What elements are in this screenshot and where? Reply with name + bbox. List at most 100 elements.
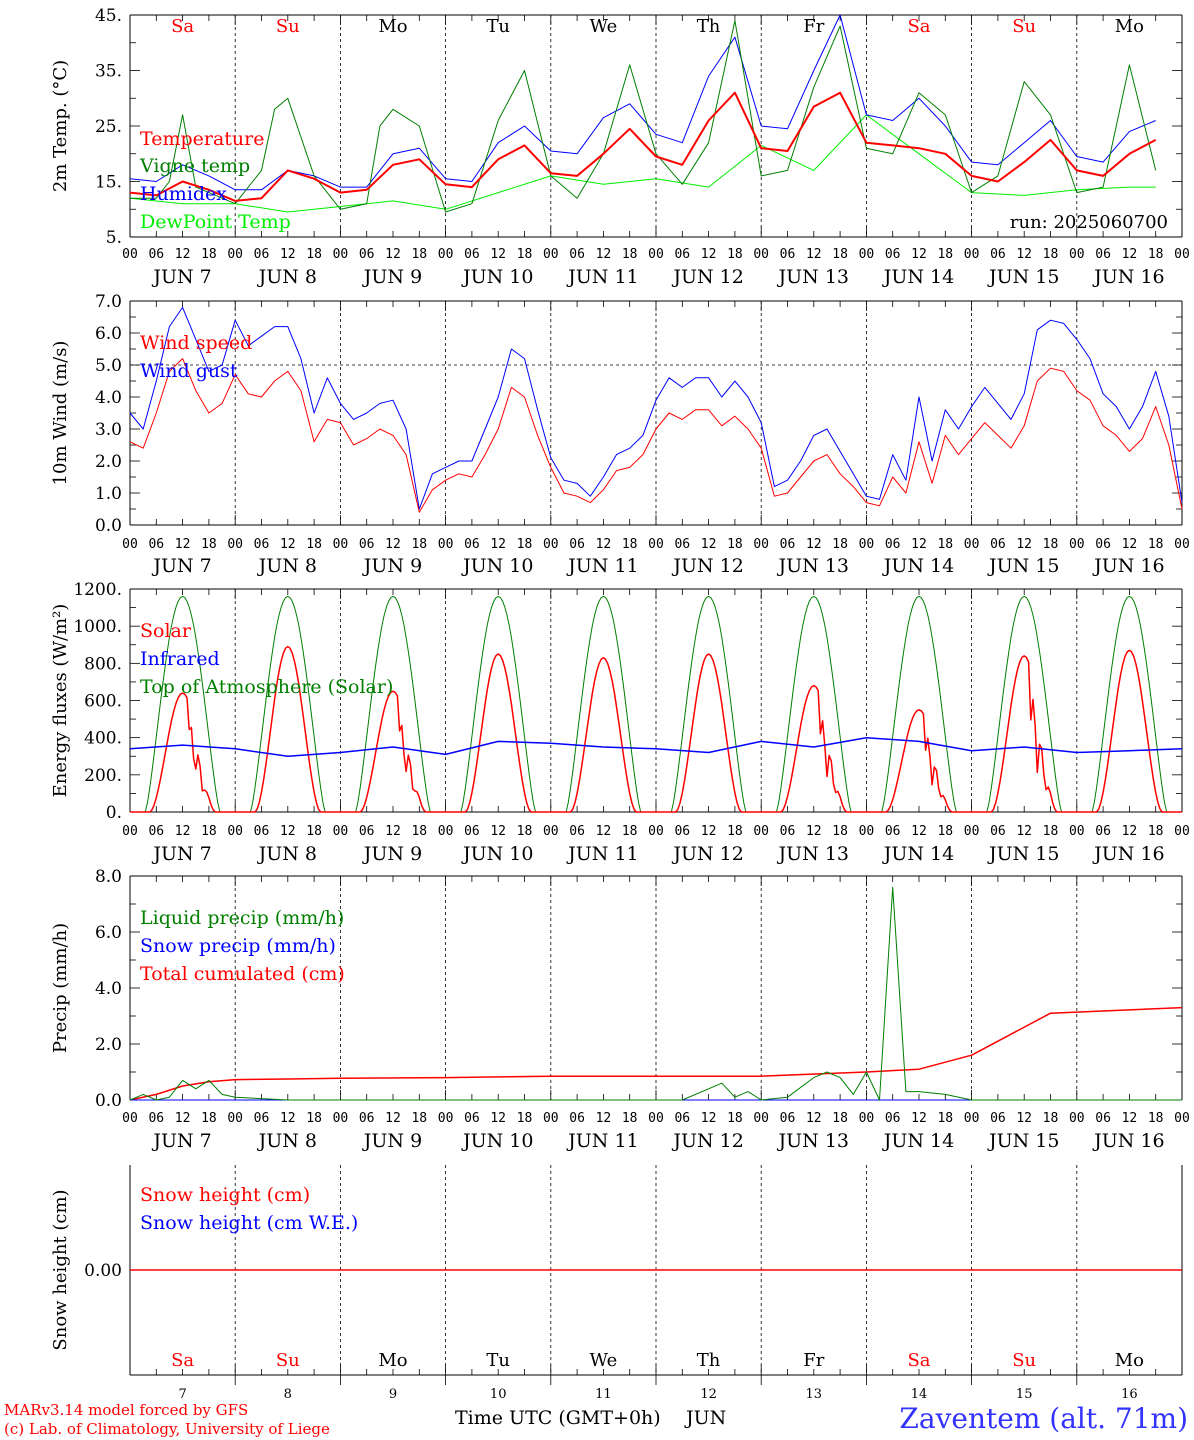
y-tick-label: 5.	[106, 228, 122, 248]
hour-tick-label: 18	[1148, 537, 1164, 552]
hour-tick-label: 06	[254, 247, 270, 262]
hour-tick-label: 18	[622, 247, 638, 262]
hour-tick-label: 06	[990, 537, 1006, 552]
hour-tick-label: 12	[490, 1111, 506, 1126]
hour-tick-label: 00	[333, 247, 349, 262]
hour-tick-label: 12	[1122, 247, 1138, 262]
hour-tick-label: 18	[937, 1111, 953, 1126]
date-label: JUN 8	[257, 843, 317, 865]
y-tick-label: 35.	[95, 62, 122, 82]
date-label: JUN 14	[882, 843, 954, 865]
panel-1: 5. 15. 25. 35. 45. 2m Temp. (°C) 00 06 12 18 00 06 1…	[50, 6, 1190, 288]
hour-tick-label: 00	[648, 537, 664, 552]
hour-tick-label: 18	[1043, 824, 1059, 839]
hour-tick-label: 12	[701, 824, 717, 839]
hour-tick-label: 00	[333, 1111, 349, 1126]
hour-tick-label: 06	[359, 1111, 375, 1126]
hour-tick-label: 06	[254, 1111, 270, 1126]
hour-tick-label: 18	[411, 537, 427, 552]
legend-entry: DewPoint Temp	[140, 211, 291, 233]
hour-tick-label: 18	[517, 824, 533, 839]
hour-tick-label: 12	[490, 824, 506, 839]
day-abbrev-label: Sa	[171, 16, 194, 37]
hour-tick-label: 12	[385, 1111, 401, 1126]
hour-tick-label: 00	[122, 824, 138, 839]
hour-tick-label: 18	[1043, 537, 1059, 552]
hour-tick-label: 06	[148, 537, 164, 552]
series-wind-speed	[129, 358, 1183, 513]
hour-tick-label: 12	[1122, 824, 1138, 839]
y-tick-label: 200.	[84, 766, 122, 786]
hour-tick-label: 00	[964, 1111, 980, 1126]
legend-entry: Solar	[140, 620, 192, 642]
y-tick-label: 400.	[84, 729, 122, 749]
hour-tick-label: 00	[859, 247, 875, 262]
hour-tick-label: 06	[254, 824, 270, 839]
date-label: JUN 7	[151, 266, 211, 288]
date-label: JUN 11	[566, 266, 638, 288]
hour-tick-label: 18	[1148, 247, 1164, 262]
date-label: JUN 15	[987, 1130, 1059, 1152]
date-label: JUN 16	[1092, 843, 1164, 865]
series-wind-gust	[129, 306, 1183, 510]
hour-tick-label: 18	[937, 824, 953, 839]
hour-tick-label: 06	[885, 824, 901, 839]
date-label: JUN 12	[671, 843, 743, 865]
hour-tick-label: 12	[280, 1111, 296, 1126]
y-tick-label: 600.	[84, 692, 122, 712]
date-label: JUN 13	[777, 843, 849, 865]
legend-entry: Infrared	[140, 648, 220, 670]
panel-3: 0. 200. 400. 600. 800. 1000. 1200.Energy fluxe…	[50, 580, 1190, 865]
hour-tick-label: 00	[227, 247, 243, 262]
y-tick-label: 0.00	[84, 1261, 122, 1281]
station-title: Zaventem (alt. 71m)	[899, 1402, 1188, 1435]
panel-2: 0.0 1.0 2.0 3.0 4.0 5.0 6.0 7.0 10m Wind (m/s) 00…	[50, 292, 1190, 577]
run-label: run: 2025060700	[1010, 212, 1168, 233]
panel-5: 0.00 Snow height (cm) Sa Su Mo Tu We Th Fr Sa Su Mo…	[50, 1165, 1183, 1402]
legend-entry: Wind gust	[140, 360, 238, 382]
day-abbrev-label: Su	[276, 1350, 300, 1371]
hour-tick-label: 00	[964, 247, 980, 262]
hour-tick-label: 18	[1148, 824, 1164, 839]
hour-tick-label: 06	[148, 824, 164, 839]
hour-tick-label: 18	[1043, 1111, 1059, 1126]
y-tick-label: 45.	[95, 6, 122, 26]
y-tick-label: 0.	[106, 803, 122, 823]
y-axis-label: Energy fluxes (W/m²)	[50, 604, 71, 798]
hour-tick-label: 12	[1122, 1111, 1138, 1126]
y-tick-label: 800.	[84, 654, 122, 674]
date-label: JUN 9	[362, 1130, 422, 1152]
hour-tick-label: 12	[911, 824, 927, 839]
y-tick-label: 1200.	[73, 580, 122, 600]
day-abbrev-label: Th	[697, 16, 721, 37]
date-label: JUN 8	[257, 266, 317, 288]
hour-tick-label: 06	[464, 824, 480, 839]
bottom-day-number: 15	[1016, 1387, 1033, 1402]
day-abbrev-label: Mo	[378, 16, 407, 37]
hour-tick-label: 18	[411, 824, 427, 839]
hour-tick-label: 12	[911, 537, 927, 552]
hour-tick-label: 06	[464, 1111, 480, 1126]
hour-tick-label: 12	[280, 247, 296, 262]
hour-tick-label: 00	[753, 824, 769, 839]
hour-tick-label: 00	[859, 1111, 875, 1126]
day-abbrev-label: Sa	[171, 1350, 194, 1371]
series-infrared	[129, 736, 1183, 758]
hour-tick-label: 12	[385, 824, 401, 839]
hour-tick-label: 00	[753, 537, 769, 552]
bottom-day-number: 12	[700, 1387, 717, 1402]
hour-tick-label: 12	[596, 537, 612, 552]
date-label: JUN 12	[671, 555, 743, 577]
hour-tick-label: 00	[648, 1111, 664, 1126]
day-abbrev-label: Tu	[486, 1350, 510, 1371]
footer-credit-model: MARv3.14 model forced by GFS	[4, 1401, 248, 1419]
hour-tick-label: 12	[596, 824, 612, 839]
legend-entry: Vigne temp	[139, 155, 250, 177]
hour-tick-label: 12	[1016, 247, 1032, 262]
date-label: JUN 10	[461, 1130, 533, 1152]
hour-tick-label: 18	[1043, 247, 1059, 262]
hour-tick-label: 00	[438, 247, 454, 262]
y-axis-label: 10m Wind (m/s)	[50, 341, 71, 486]
hour-tick-label: 12	[806, 1111, 822, 1126]
